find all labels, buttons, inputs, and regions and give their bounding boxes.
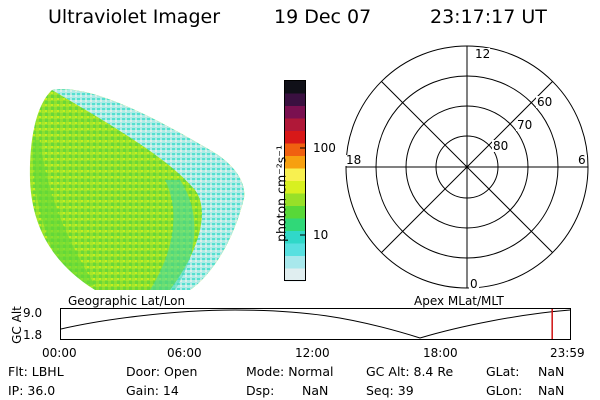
glat-label: GLat:: [486, 364, 520, 379]
colorbar-tick-10: 10: [313, 228, 329, 242]
colorbar-band: [285, 193, 305, 207]
colorbar-band: [285, 156, 305, 169]
time-label: 23:17:17 UT: [430, 6, 547, 28]
mlt-label-12: 12: [475, 47, 490, 61]
altitude-y-axis-label: GC Alt: [10, 306, 24, 344]
x-tick-2359: 23:59: [550, 346, 585, 360]
colorbar-unit-label: photon cm⁻²s⁻¹: [273, 145, 289, 242]
x-tick-0600: 06:00: [167, 346, 202, 360]
colorbar-gradient: [285, 81, 305, 282]
colorbar-band: [285, 218, 305, 232]
colorbar-band: [285, 143, 305, 157]
colorbar-band: [285, 118, 305, 132]
colorbar-band: [285, 243, 305, 257]
mlt-label-0: 0: [470, 277, 478, 291]
colorbar-band: [285, 93, 305, 107]
colorbar-band: [285, 256, 305, 269]
colorbar-band: [285, 181, 305, 194]
apex-label: Apex MLat/MLT: [414, 294, 504, 308]
x-tick-1800: 18:00: [423, 346, 458, 360]
colorbar-tick-100: 100: [313, 141, 336, 155]
altitude-y-tick-min: 1.8: [23, 328, 43, 342]
lat-label-80: 80: [493, 139, 508, 153]
auroral-image: [29, 89, 245, 290]
dsp-label: Dsp:: [246, 383, 275, 398]
date-label: 19 Dec 07: [274, 6, 372, 28]
colorbar-band: [285, 81, 305, 94]
ip-label: IP: 36.0: [8, 383, 56, 398]
glat-value: NaN: [538, 364, 565, 379]
x-tick-0000: 00:00: [42, 346, 77, 360]
dsp-value: NaN: [302, 383, 329, 398]
gc-alt-label: GC Alt: 8.4 Re: [366, 364, 454, 379]
glon-value: NaN: [538, 383, 565, 398]
altitude-plot: [60, 308, 571, 340]
door-label: Door: Open: [126, 364, 198, 379]
mlt-label-6: 6: [578, 153, 586, 167]
flt-label: Flt: LBHL: [8, 364, 64, 379]
glon-label: GLon:: [486, 383, 523, 398]
colorbar-band: [285, 168, 305, 182]
instrument-title: Ultraviolet Imager: [48, 6, 221, 28]
colorbar: [284, 80, 306, 282]
mode-label: Mode: Normal: [246, 364, 334, 379]
x-tick-1200: 12:00: [295, 346, 330, 360]
seq-label: Seq: 39: [366, 383, 414, 398]
geographic-label: Geographic Lat/Lon: [68, 294, 186, 308]
polar-plot: 12 0 18 6 60 70 80: [345, 45, 589, 291]
colorbar-band: [285, 106, 305, 119]
colorbar-band: [285, 231, 305, 244]
colorbar-band: [285, 268, 305, 282]
altitude-y-tick-max: 9.0: [23, 306, 43, 320]
lat-label-70: 70: [517, 118, 532, 132]
colorbar-band: [285, 206, 305, 219]
mlt-label-18: 18: [346, 153, 361, 167]
colorbar-band: [285, 131, 305, 144]
lat-label-60: 60: [537, 95, 552, 109]
gain-label: Gain: 14: [126, 383, 179, 398]
